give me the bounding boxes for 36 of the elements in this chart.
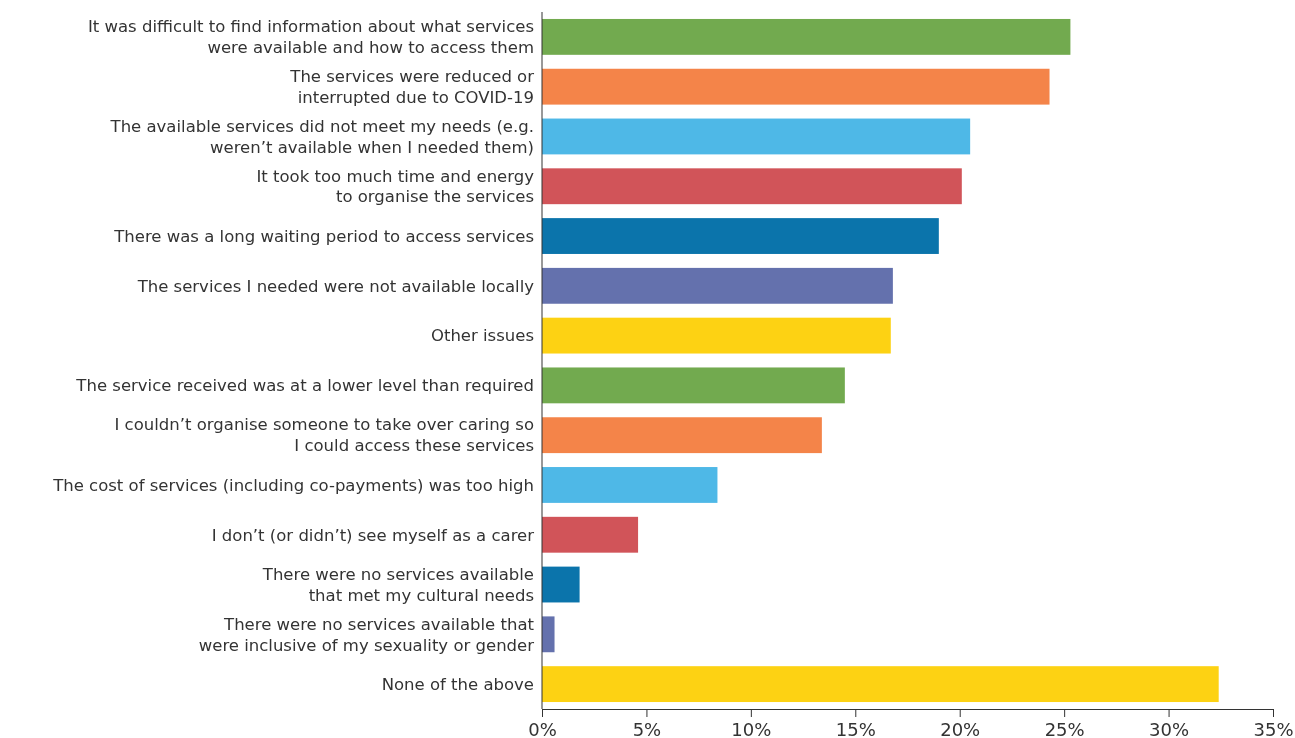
bar (542, 417, 822, 454)
x-tick-label: 5% (632, 719, 662, 738)
x-tick-label: 35% (1253, 719, 1294, 738)
bar (542, 218, 939, 254)
bar (542, 267, 893, 304)
x-tick-label: 30% (1149, 719, 1190, 738)
x-tick-label: 15% (835, 719, 876, 738)
y-tick-label: Other issues (430, 326, 534, 346)
bar (542, 367, 845, 404)
y-tick-label: I don’t (or didn’t) see myself as a carer (211, 525, 535, 545)
y-tick-label: There was a long waiting period to access services (113, 226, 534, 246)
bar (542, 566, 580, 603)
y-tick-label: There were no services available that met my cultural needs (261, 564, 534, 605)
bar (542, 516, 639, 553)
y-tick-label: The available services did not meet my needs (e.g. weren’t available when I needed them) (109, 116, 534, 157)
y-tick-label: I couldn’t organise someone to take over caring so I could access these services (114, 415, 534, 456)
y-tick-label: The service received was at a lower level than required (75, 376, 534, 396)
bar (542, 666, 1219, 703)
x-tick-label: 25% (1044, 719, 1085, 738)
x-tick-label: 0% (528, 719, 557, 738)
y-tick-label: The cost of services (including co-payments) was too high (52, 475, 534, 495)
bar (542, 68, 1050, 105)
x-tick-label: 20% (940, 719, 981, 738)
bar (542, 317, 891, 354)
bar (542, 168, 962, 205)
y-tick-label: The services were reduced or interrupted due to COVID-19 (289, 66, 535, 107)
y-tick-label: There were no services available that were inclusive of my sexuality or gender (198, 614, 535, 655)
y-tick-label: The services I needed were not available locally (136, 276, 535, 296)
bar (542, 616, 555, 653)
y-tick-label: It was difficult to find information about what services were available and how to access them (87, 17, 534, 58)
y-tick-label: It took too much time and energy to organise the services (256, 166, 535, 207)
y-tick-label: None of the above (381, 674, 534, 694)
bar (542, 118, 971, 155)
bar (542, 467, 718, 503)
x-tick-label: 10% (731, 719, 772, 738)
bar (542, 18, 1071, 55)
